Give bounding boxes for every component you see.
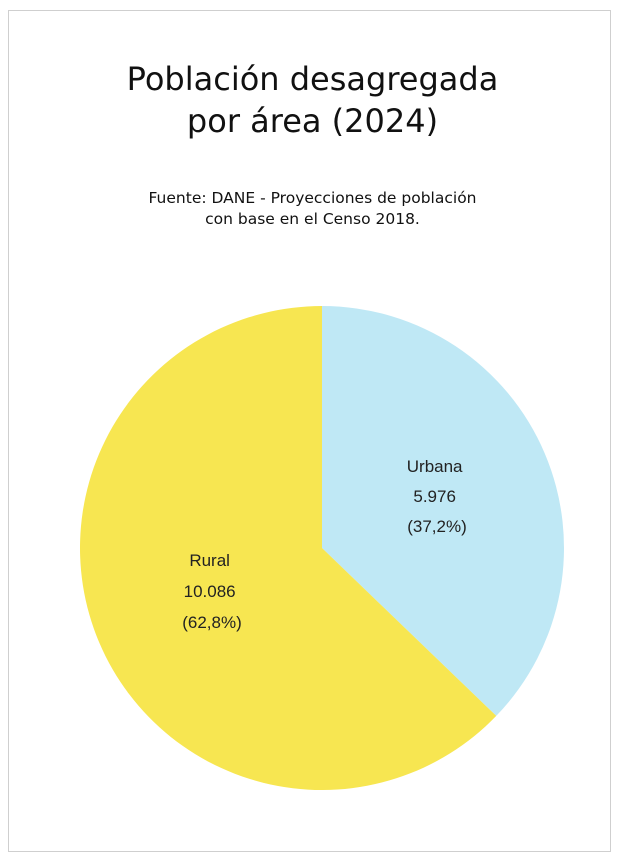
slice-label-urbana-name: Urbana bbox=[407, 457, 463, 476]
pie-slice-urbana bbox=[322, 306, 564, 716]
pie-slice-rural bbox=[79, 306, 497, 790]
slice-label-urbana-percent: (37,2%) bbox=[407, 517, 467, 536]
chart-title-line-1: Población desagregada bbox=[126, 60, 499, 98]
slice-label-urbana-value: 5.976 bbox=[413, 487, 456, 506]
slice-label-rural-value: 10.086 bbox=[184, 582, 236, 601]
slice-label-urbana: Urbana 5.976 (37,2%) bbox=[407, 457, 468, 536]
slice-label-rural-percent: (62,8%) bbox=[182, 613, 242, 632]
slice-label-rural: Rural 10.086 (62,8%) bbox=[182, 551, 242, 632]
slice-label-rural-name: Rural bbox=[189, 551, 230, 570]
chart-subtitle-line-1: Fuente: DANE - Proyecciones de población bbox=[148, 189, 477, 207]
chart-title: Población desagregada por área (2024) bbox=[0, 58, 625, 142]
chart-subtitle: Fuente: DANE - Proyecciones de población… bbox=[0, 188, 625, 230]
chart-subtitle-line-2: con base en el Censo 2018. bbox=[205, 210, 420, 228]
chart-title-line-2: por área (2024) bbox=[186, 102, 439, 140]
